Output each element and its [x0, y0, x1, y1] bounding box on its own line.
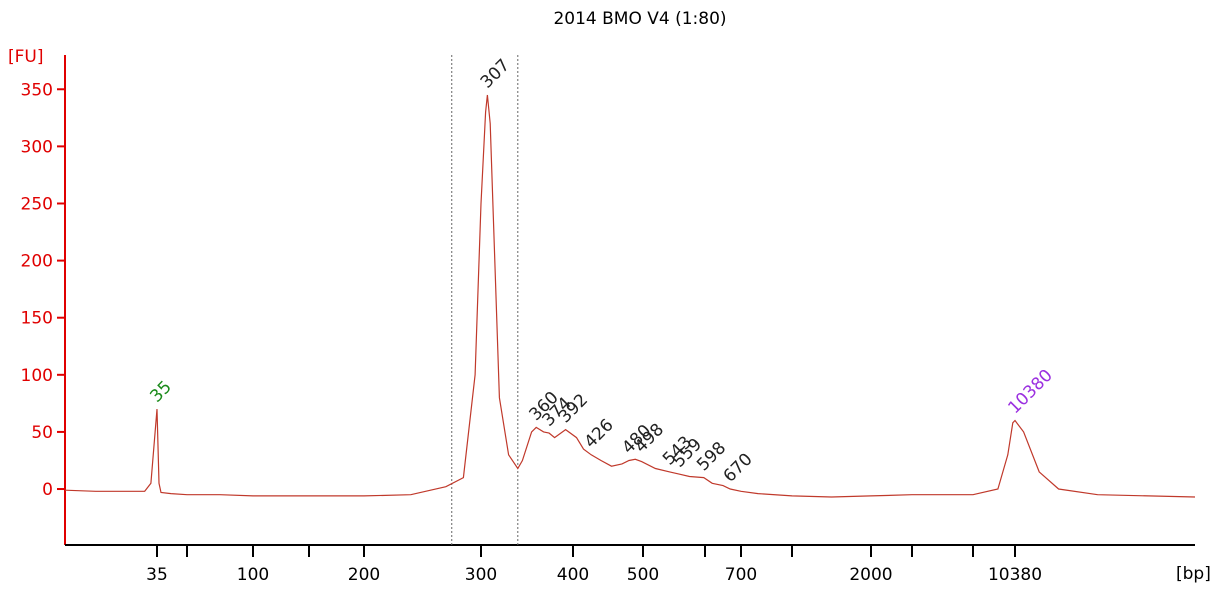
chart-title: 2014 BMO V4 (1:80) — [553, 9, 726, 29]
x-tick-label: 10380 — [988, 565, 1042, 585]
x-axis-label: [bp] — [1176, 564, 1211, 584]
x-tick-label: 700 — [725, 565, 757, 585]
y-tick-label: 300 — [21, 137, 53, 157]
x-tick-label: 2000 — [849, 565, 892, 585]
peak-label: 10380 — [1004, 366, 1056, 418]
peak-label: 35 — [146, 377, 175, 406]
y-tick-label: 100 — [21, 366, 53, 386]
y-tick-label: 200 — [21, 252, 53, 272]
x-tick-label: 300 — [465, 565, 497, 585]
trace — [64, 94, 1196, 498]
y-tick-label: 50 — [31, 423, 53, 443]
peak-label: 307 — [477, 55, 514, 92]
y-tick-label: 350 — [21, 80, 53, 100]
x-tick-label: 200 — [348, 565, 380, 585]
y-tick-label: 150 — [21, 309, 53, 329]
y-tick-label: 250 — [21, 194, 53, 214]
y-axis-label: [FU] — [8, 47, 44, 67]
y-tick-label: 0 — [42, 480, 53, 500]
x-tick-label: 400 — [557, 565, 589, 585]
peak-label: 426 — [581, 415, 618, 452]
x-tick-label: 500 — [627, 565, 659, 585]
x-tick-label: 35 — [146, 565, 168, 585]
x-tick-label: 100 — [237, 565, 269, 585]
